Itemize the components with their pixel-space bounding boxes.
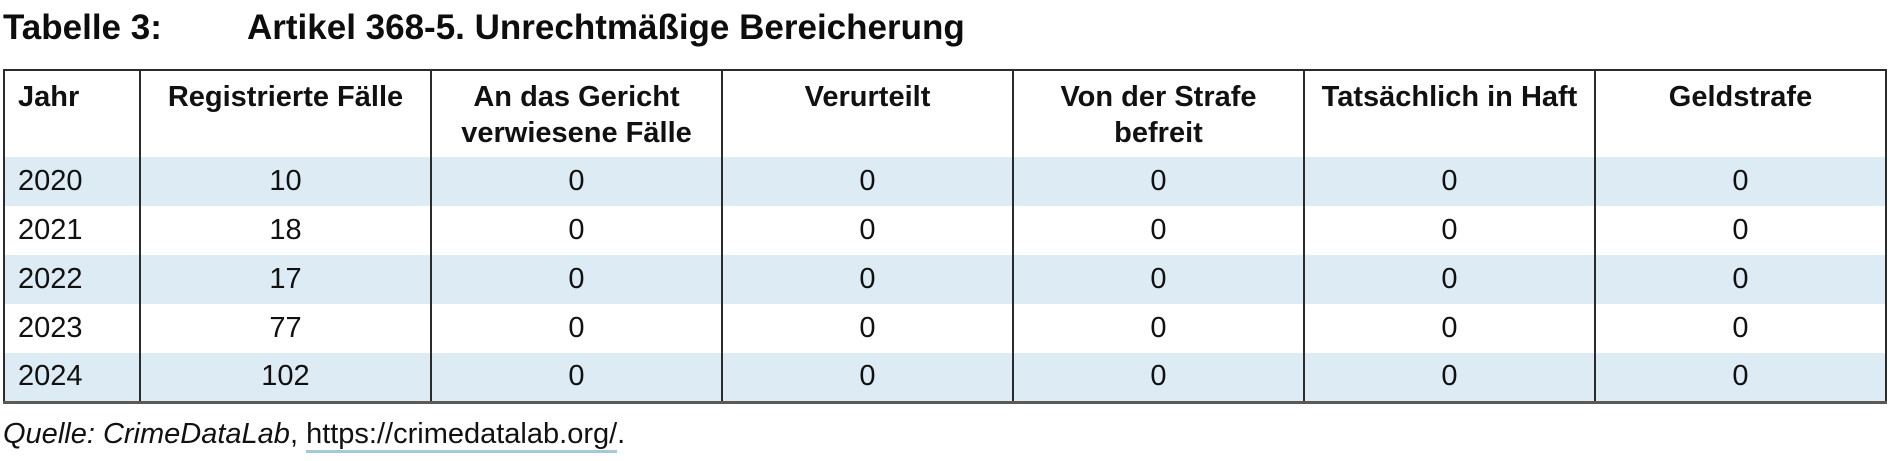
- year-cell: 2024: [4, 353, 141, 402]
- table-cell: 0: [1304, 353, 1596, 402]
- source-note: Quelle: CrimeDataLab, https://crimedatal…: [3, 417, 1890, 453]
- source-suffix: .: [617, 417, 626, 450]
- table-cell: 0: [722, 206, 1014, 255]
- statistics-table: Jahr Registrierte Fälle An das Gericht v…: [3, 69, 1887, 404]
- source-separator: ,: [289, 417, 307, 450]
- table-row: 2022 17 0 0 0 0 0: [4, 255, 1886, 304]
- table-cell: 0: [431, 157, 723, 206]
- year-cell: 2022: [4, 255, 141, 304]
- table-cell: 0: [722, 353, 1014, 402]
- column-header-registrierte-faelle: Registrierte Fälle: [140, 70, 432, 157]
- table-cell: 10: [140, 157, 432, 206]
- table-cell: 0: [1013, 206, 1305, 255]
- source-link[interactable]: https://crimedatalab.org/: [306, 417, 618, 453]
- document-page: Tabelle 3: Artikel 368-5. Unrechtmäßige B…: [3, 6, 1890, 453]
- table-cell: 17: [140, 255, 432, 304]
- table-cell: 0: [1304, 304, 1596, 353]
- year-cell: 2020: [4, 157, 141, 206]
- table-cell: 18: [140, 206, 432, 255]
- table-title: Tabelle 3: Artikel 368-5. Unrechtmäßige B…: [3, 6, 1890, 50]
- year-cell: 2023: [4, 304, 141, 353]
- table-cell: 0: [1013, 304, 1305, 353]
- column-header-verurteilt: Verurteilt: [722, 70, 1014, 157]
- table-row: 2023 77 0 0 0 0 0: [4, 304, 1886, 353]
- table-cell: 0: [1595, 157, 1886, 206]
- table-cell: 0: [431, 255, 723, 304]
- column-header-geldstrafe: Geldstrafe: [1595, 70, 1886, 157]
- table-cell: 0: [1304, 255, 1596, 304]
- table-cell: 0: [1013, 353, 1305, 402]
- table-title-label: Tabelle 3:: [3, 8, 162, 47]
- table-row: 2024 102 0 0 0 0 0: [4, 353, 1886, 402]
- source-prefix: Quelle:: [3, 417, 103, 450]
- column-header-in-haft: Tatsächlich in Haft: [1304, 70, 1596, 157]
- table-row: 2021 18 0 0 0 0 0: [4, 206, 1886, 255]
- table-cell: 0: [431, 206, 723, 255]
- table-cell: 102: [140, 353, 432, 402]
- source-name: CrimeDataLab: [102, 417, 290, 450]
- column-header-jahr: Jahr: [4, 70, 141, 157]
- year-cell: 2021: [4, 206, 141, 255]
- table-row: 2020 10 0 0 0 0 0: [4, 157, 1886, 206]
- table-cell: 0: [722, 255, 1014, 304]
- table-cell: 0: [1595, 206, 1886, 255]
- table-cell: 0: [1304, 206, 1596, 255]
- table-cell: 0: [431, 304, 723, 353]
- table-cell: 0: [1595, 255, 1886, 304]
- table-cell: 0: [1595, 353, 1886, 402]
- table-header-row: Jahr Registrierte Fälle An das Gericht v…: [4, 70, 1886, 157]
- table-cell: 0: [1304, 157, 1596, 206]
- table-cell: 0: [722, 304, 1014, 353]
- table-title-text: Artikel 368-5. Unrechtmäßige Bereicherun…: [247, 8, 965, 47]
- table-cell: 0: [1013, 157, 1305, 206]
- table-cell: 0: [431, 353, 723, 402]
- table-cell: 77: [140, 304, 432, 353]
- table-cell: 0: [1595, 304, 1886, 353]
- table-cell: 0: [1013, 255, 1305, 304]
- table-cell: 0: [722, 157, 1014, 206]
- column-header-strafe-befreit: Von der Strafe befreit: [1013, 70, 1305, 157]
- column-header-verwiesene-faelle: An das Gericht verwiesene Fälle: [431, 70, 723, 157]
